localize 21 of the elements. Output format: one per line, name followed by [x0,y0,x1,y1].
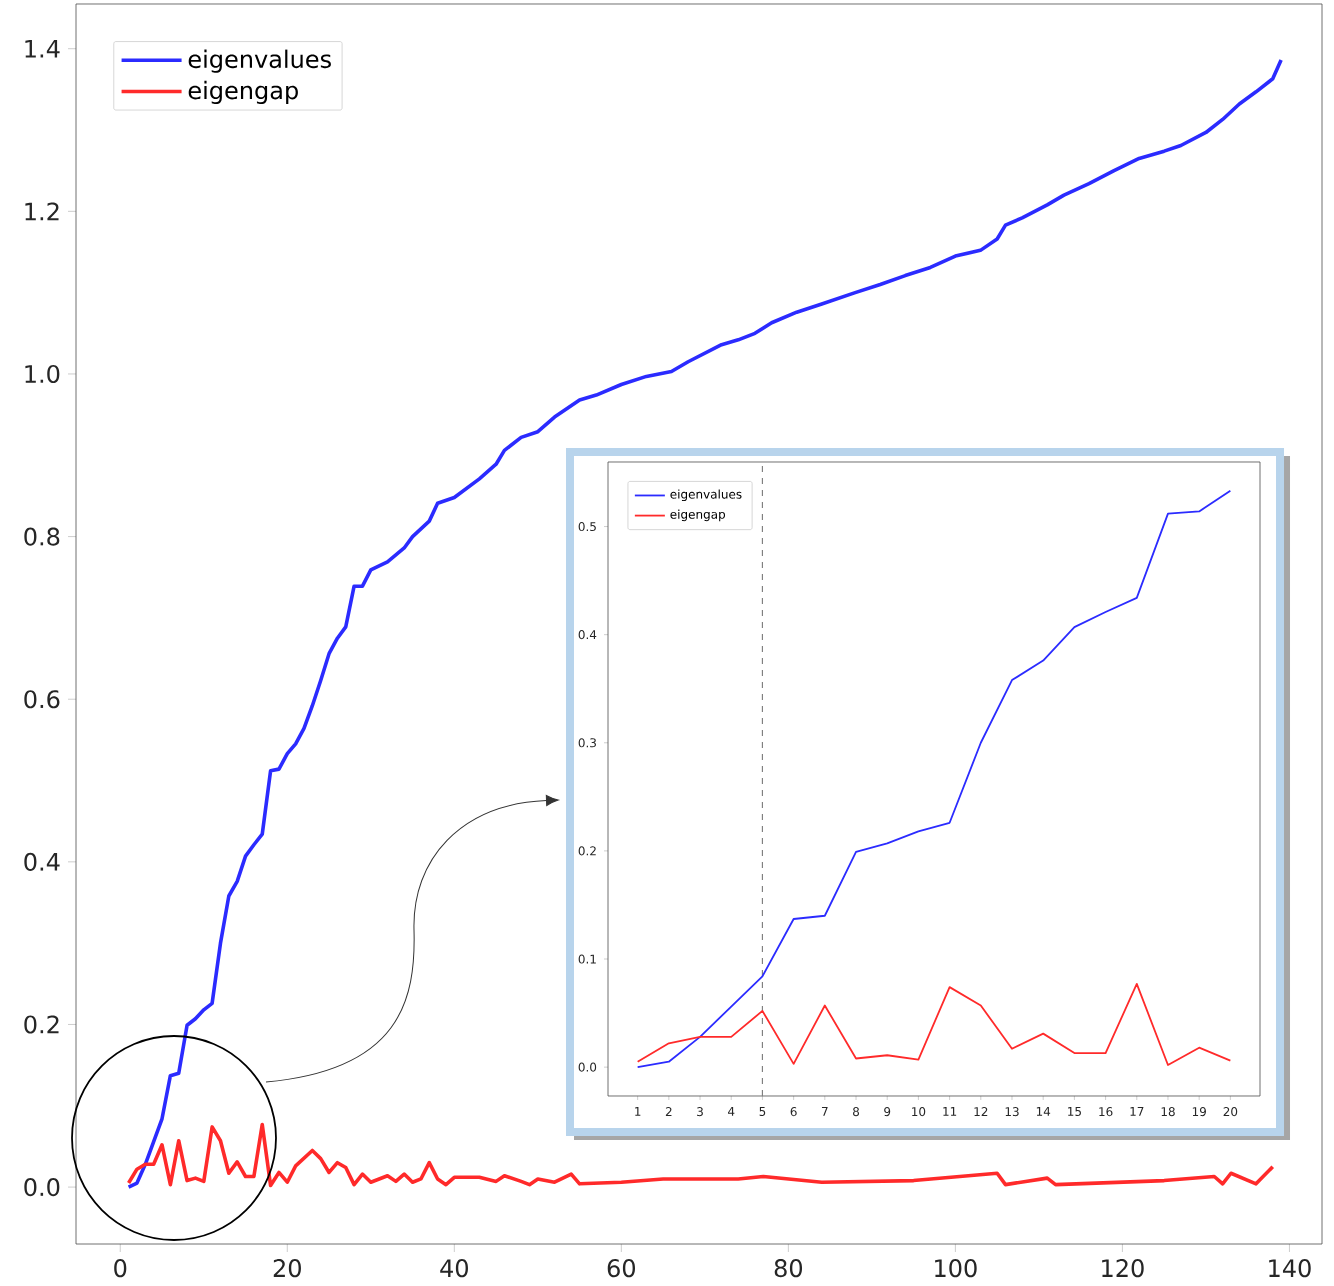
y-tick-label: 0.0 [24,1178,60,1197]
x-tick-label: 20 [273,1259,301,1278]
y-tick-label: 0.2 [24,1015,59,1034]
line-series [126,1122,1275,1188]
y-tick-label: 1.4 [25,39,60,58]
x-tick-label: 0 [114,1259,127,1278]
x-tick-label: 40 [440,1259,468,1278]
legend-label: eigengap [188,80,298,105]
line-series [636,489,1232,1069]
x-tick-label: 100 [935,1259,977,1278]
x-tick-label: 80 [774,1259,803,1278]
x-tick-label: 60 [607,1259,636,1278]
y-tick-label: 1.0 [25,364,60,384]
y-tick-label: 0.4 [24,852,60,871]
y-tick-label: 1.2 [25,202,59,221]
legend-label: eigenvalues [188,49,331,73]
y-tick-label: 0.6 [24,690,60,709]
line-series [636,982,1232,1066]
x-tick-label: 140 [1269,1259,1311,1278]
y-tick-label: 0.8 [24,527,60,546]
x-tick-label: 120 [1102,1259,1144,1278]
